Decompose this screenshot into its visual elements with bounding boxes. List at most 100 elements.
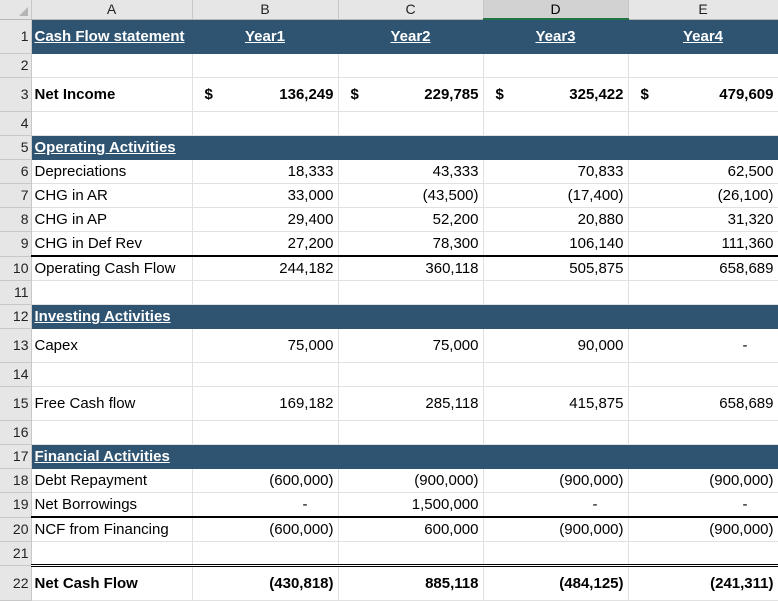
value-cell[interactable]: (600,000) [192,516,339,542]
cell[interactable] [338,362,484,387]
year-header-cell[interactable]: Year2 [338,19,484,54]
value-cell[interactable]: 33,000 [192,183,339,208]
row-header[interactable]: 17 [0,444,32,469]
cell[interactable] [628,420,778,445]
cell[interactable] [192,280,339,305]
row-header[interactable]: 19 [0,492,32,518]
section-title-cell[interactable]: Investing Activities [31,304,193,329]
value-cell[interactable]: 18,333 [192,159,339,184]
value-cell[interactable]: 52,200 [338,207,484,232]
cell[interactable] [338,53,484,78]
row-label-cell[interactable]: Debt Repayment [31,468,193,493]
value-cell[interactable]: - [483,492,629,518]
cell[interactable] [338,444,484,469]
value-cell[interactable]: 1,500,000 [338,492,484,518]
row-header[interactable]: 16 [0,420,32,445]
cell[interactable] [483,111,629,136]
row-header[interactable]: 8 [0,207,32,232]
cell[interactable] [31,111,193,136]
value-cell[interactable]: (43,500) [338,183,484,208]
value-cell[interactable]: 20,880 [483,207,629,232]
value-cell[interactable]: 43,333 [338,159,484,184]
row-label-cell[interactable]: Capex [31,328,193,363]
row-label-cell[interactable]: CHG in AR [31,183,193,208]
value-cell[interactable]: 658,689 [628,386,778,421]
value-cell[interactable]: - [628,492,778,518]
value-cell[interactable]: - [192,492,339,518]
value-cell[interactable]: (17,400) [483,183,629,208]
cell[interactable] [628,53,778,78]
cell[interactable] [483,541,629,566]
value-cell[interactable]: (241,311) [628,564,778,601]
row-header[interactable]: 18 [0,468,32,493]
row-header[interactable]: 11 [0,280,32,305]
column-header-a[interactable]: A [31,0,193,20]
sheet-title-cell[interactable]: Cash Flow statement [31,19,193,54]
value-cell[interactable]: 75,000 [192,328,339,363]
value-cell[interactable]: (900,000) [483,468,629,493]
row-label-cell[interactable]: NCF from Financing [31,516,193,542]
value-cell[interactable]: $229,785 [338,77,484,112]
value-cell[interactable]: 885,118 [338,564,484,601]
row-label-cell[interactable]: Operating Cash Flow [31,255,193,281]
cell[interactable] [31,53,193,78]
cell[interactable] [338,420,484,445]
value-cell[interactable]: 31,320 [628,207,778,232]
row-label-cell[interactable]: Net Cash Flow [31,564,193,601]
value-cell[interactable]: 27,200 [192,231,339,257]
section-title-cell[interactable]: Financial Activities [31,444,193,469]
row-header[interactable]: 13 [0,328,32,363]
value-cell[interactable]: 75,000 [338,328,484,363]
row-header[interactable]: 3 [0,77,32,112]
value-cell[interactable]: (900,000) [628,516,778,542]
value-cell[interactable]: 658,689 [628,255,778,281]
row-label-cell[interactable]: CHG in Def Rev [31,231,193,257]
value-cell[interactable]: 70,833 [483,159,629,184]
year-header-cell[interactable]: Year3 [483,19,629,54]
value-cell[interactable]: 244,182 [192,255,339,281]
value-cell[interactable]: (900,000) [628,468,778,493]
value-cell[interactable]: 169,182 [192,386,339,421]
cell[interactable] [192,362,339,387]
cell[interactable] [628,280,778,305]
year-header-cell[interactable]: Year1 [192,19,339,54]
row-header[interactable]: 2 [0,53,32,78]
cell[interactable] [483,135,629,160]
select-all-corner[interactable] [0,0,32,20]
row-label-cell[interactable]: Net Borrowings [31,492,193,518]
cell[interactable] [192,304,339,329]
value-cell[interactable]: $479,609 [628,77,778,112]
cell[interactable] [31,541,193,566]
value-cell[interactable]: (26,100) [628,183,778,208]
column-header-e[interactable]: E [628,0,778,20]
value-cell[interactable]: - [628,328,778,363]
value-cell[interactable]: 415,875 [483,386,629,421]
cell[interactable] [338,304,484,329]
cell[interactable] [628,444,778,469]
cell[interactable] [31,362,193,387]
cell[interactable] [192,111,339,136]
row-header[interactable]: 14 [0,362,32,387]
year-header-cell[interactable]: Year4 [628,19,778,54]
cell[interactable] [31,280,193,305]
row-header[interactable]: 15 [0,386,32,421]
cell[interactable] [31,420,193,445]
value-cell[interactable]: 106,140 [483,231,629,257]
value-cell[interactable]: (900,000) [483,516,629,542]
value-cell[interactable]: 600,000 [338,516,484,542]
value-cell[interactable]: (600,000) [192,468,339,493]
value-cell[interactable]: (900,000) [338,468,484,493]
row-header[interactable]: 21 [0,541,32,566]
value-cell[interactable]: 285,118 [338,386,484,421]
cell[interactable] [483,420,629,445]
cell[interactable] [192,53,339,78]
row-header[interactable]: 9 [0,231,32,257]
cell[interactable] [628,541,778,566]
row-header[interactable]: 5 [0,135,32,160]
cell[interactable] [338,541,484,566]
cell[interactable] [628,304,778,329]
cell[interactable] [483,444,629,469]
cell[interactable] [192,135,339,160]
row-label-cell[interactable]: Depreciations [31,159,193,184]
value-cell[interactable]: 29,400 [192,207,339,232]
